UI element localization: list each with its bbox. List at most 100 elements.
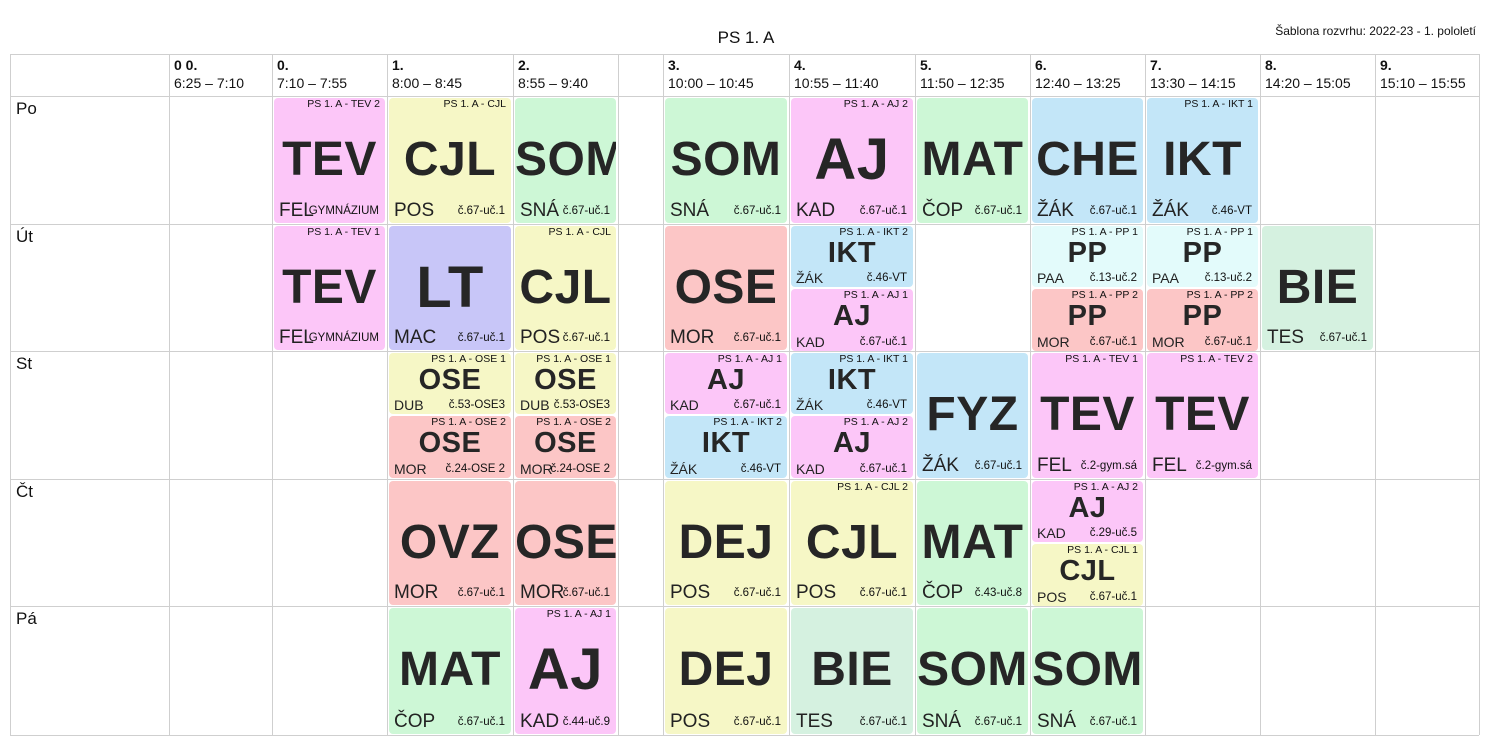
lesson-card[interactable]: PS 1. A - IKT 2 IKT ŽÁK č.46-VT <box>665 416 787 478</box>
lesson-teacher: PAA <box>1037 270 1064 286</box>
day-label: St <box>16 354 33 373</box>
grid-vline <box>1375 54 1376 735</box>
lesson-card[interactable]: PS 1. A - AJ 1 AJ KAD č.67-uč.1 <box>791 289 913 351</box>
lesson-room: GYMNÁZIUM <box>308 332 379 344</box>
lesson-teacher: MOR <box>520 582 565 603</box>
lesson-card[interactable]: PS 1. A - PP 1 PP PAA č.13-uč.2 <box>1147 226 1258 287</box>
lesson-room: č.67-uč.1 <box>974 716 1022 728</box>
lesson-teacher: TES <box>1267 327 1304 348</box>
lesson-room: č.43-uč.8 <box>974 587 1022 599</box>
lesson-card[interactable]: PS 1. A - IKT 1 IKT ŽÁK č.46-VT <box>791 353 913 414</box>
period-number: 4. <box>794 57 806 73</box>
lesson-card[interactable]: BIE TES č.67-uč.1 <box>791 608 913 734</box>
lesson-teacher: MAC <box>394 327 437 348</box>
lesson-room: č.67-uč.1 <box>859 716 907 728</box>
lesson-card[interactable]: PS 1. A - PP 2 PP MOR č.67-uč.1 <box>1032 289 1143 351</box>
period-time: 12:40 – 13:25 <box>1035 75 1121 91</box>
lesson-subject: OVZ <box>399 516 501 569</box>
lesson-card[interactable]: OSE MOR č.67-uč.1 <box>515 481 616 605</box>
lesson-room: č.67-uč.1 <box>1089 336 1137 348</box>
lesson-teacher: PAA <box>1152 270 1179 286</box>
lesson-card[interactable]: PS 1. A - AJ 1 AJ KAD č.44-uč.9 <box>515 608 616 734</box>
period-header: 0. 7:10 – 7:55 <box>277 56 347 92</box>
lesson-card[interactable]: PS 1. A - OSE 2 OSE MOR č.24-OSE 2 <box>515 416 616 478</box>
lesson-room: č.67-uč.1 <box>1089 591 1137 603</box>
lesson-card[interactable]: MAT ČOP č.67-uč.1 <box>389 608 511 734</box>
lesson-card[interactable]: DEJ POS č.67-uč.1 <box>665 608 787 734</box>
lesson-card[interactable]: PS 1. A - OSE 2 OSE MOR č.24-OSE 2 <box>389 416 511 478</box>
lesson-card[interactable]: SOM SNÁ č.67-uč.1 <box>515 98 616 223</box>
lesson-card[interactable]: PS 1. A - CJL CJL POS č.67-uč.1 <box>389 98 511 223</box>
day-label: Út <box>16 227 33 246</box>
period-time: 14:20 – 15:05 <box>1265 75 1351 91</box>
lesson-card[interactable]: PS 1. A - AJ 2 AJ KAD č.29-uč.5 <box>1032 481 1143 542</box>
lesson-subject: LT <box>416 255 484 320</box>
lesson-group: PS 1. A - OSE 2 <box>431 416 506 428</box>
lesson-teacher: TES <box>796 711 833 732</box>
lesson-card[interactable]: MAT ČOP č.67-uč.1 <box>917 98 1028 223</box>
lesson-card[interactable]: PS 1. A - CJL 1 CJL POS č.67-uč.1 <box>1032 544 1143 606</box>
period-number: 3. <box>668 57 680 73</box>
lesson-subject: CJL <box>519 261 612 314</box>
lesson-teacher: MOR <box>394 461 427 477</box>
lesson-card[interactable]: PS 1. A - CJL 2 CJL POS č.67-uč.1 <box>791 481 913 605</box>
lesson-room: č.67-uč.1 <box>733 399 781 411</box>
lesson-card[interactable]: PS 1. A - TEV 2 TEV FEL č.2-gym.sá <box>1147 353 1258 478</box>
lesson-teacher: SNÁ <box>922 711 962 732</box>
lesson-subject: SOM <box>515 133 616 186</box>
grid-hline <box>10 735 1479 736</box>
lesson-card[interactable]: PS 1. A - TEV 1 TEV FEL GYMNÁZIUM <box>274 226 385 350</box>
lesson-card[interactable]: PS 1. A - TEV 2 TEV FEL GYMNÁZIUM <box>274 98 385 223</box>
lesson-card[interactable]: PS 1. A - AJ 2 AJ KAD č.67-uč.1 <box>791 416 913 478</box>
lesson-room: č.67-uč.1 <box>859 587 907 599</box>
lesson-card[interactable]: SOM SNÁ č.67-uč.1 <box>917 608 1028 734</box>
lesson-card[interactable]: LT MAC č.67-uč.1 <box>389 226 511 350</box>
grid-hline <box>10 224 1479 225</box>
lesson-card[interactable]: BIE TES č.67-uč.1 <box>1262 226 1373 350</box>
lesson-card[interactable]: PS 1. A - IKT 2 IKT ŽÁK č.46-VT <box>791 226 913 287</box>
lesson-card[interactable]: SOM SNÁ č.67-uč.1 <box>1032 608 1143 734</box>
period-number: 9. <box>1380 57 1392 73</box>
lesson-group: PS 1. A - OSE 1 <box>431 353 506 365</box>
lesson-card[interactable]: PS 1. A - PP 1 PP PAA č.13-uč.2 <box>1032 226 1143 287</box>
lesson-room: č.67-uč.1 <box>1319 332 1367 344</box>
lesson-teacher: ŽÁK <box>1037 200 1074 221</box>
lesson-room: č.29-uč.5 <box>1089 527 1137 539</box>
lesson-teacher: ČOP <box>922 200 964 221</box>
lesson-card[interactable]: MAT ČOP č.43-uč.8 <box>917 481 1028 605</box>
lesson-subject: SOM <box>1032 643 1143 696</box>
period-time: 7:10 – 7:55 <box>277 75 348 91</box>
lesson-teacher: SNÁ <box>1037 711 1077 732</box>
period-number: 0 0. <box>174 57 198 73</box>
lesson-card[interactable]: OVZ MOR č.67-uč.1 <box>389 481 511 605</box>
lesson-card[interactable]: PS 1. A - AJ 2 AJ KAD č.67-uč.1 <box>791 98 913 223</box>
lesson-card[interactable]: PS 1. A - TEV 1 TEV FEL č.2-gym.sá <box>1032 353 1143 478</box>
lesson-room: č.46-VT <box>866 399 907 411</box>
lesson-room: č.67-uč.1 <box>457 332 505 344</box>
lesson-card[interactable]: DEJ POS č.67-uč.1 <box>665 481 787 605</box>
lesson-subject: IKT <box>827 237 877 269</box>
lesson-card[interactable]: OSE MOR č.67-uč.1 <box>665 226 787 350</box>
lesson-card[interactable]: PS 1. A - IKT 1 IKT ŽÁK č.46-VT <box>1147 98 1258 223</box>
lesson-subject: TEV <box>282 133 377 186</box>
lesson-teacher: POS <box>1037 589 1067 605</box>
lesson-group: PS 1. A - TEV 2 <box>1180 353 1253 365</box>
lesson-card[interactable]: PS 1. A - AJ 1 AJ KAD č.67-uč.1 <box>665 353 787 414</box>
lesson-card[interactable]: PS 1. A - OSE 1 OSE DUB č.53-OSE3 <box>389 353 511 414</box>
period-header: 3. 10:00 – 10:45 <box>668 56 754 92</box>
lesson-subject: AJ <box>1068 492 1107 524</box>
lesson-room: č.24-OSE 2 <box>445 463 505 475</box>
lesson-card[interactable]: SOM SNÁ č.67-uč.1 <box>665 98 787 223</box>
lesson-room: č.67-uč.1 <box>859 463 907 475</box>
lesson-card[interactable]: CHE ŽÁK č.67-uč.1 <box>1032 98 1143 223</box>
lesson-card[interactable]: PS 1. A - PP 2 PP MOR č.67-uč.1 <box>1147 289 1258 351</box>
lesson-card[interactable]: PS 1. A - OSE 1 OSE DUB č.53-OSE3 <box>515 353 616 414</box>
grid-vline <box>10 54 11 735</box>
lesson-room: č.67-uč.1 <box>733 205 781 217</box>
lesson-room: č.67-uč.1 <box>974 205 1022 217</box>
lesson-room: č.53-OSE3 <box>553 399 610 411</box>
lesson-card[interactable]: FYZ ŽÁK č.67-uč.1 <box>917 353 1028 478</box>
lesson-room: č.67-uč.1 <box>457 205 505 217</box>
lesson-room: č.67-uč.1 <box>733 587 781 599</box>
lesson-card[interactable]: PS 1. A - CJL CJL POS č.67-uč.1 <box>515 226 616 350</box>
